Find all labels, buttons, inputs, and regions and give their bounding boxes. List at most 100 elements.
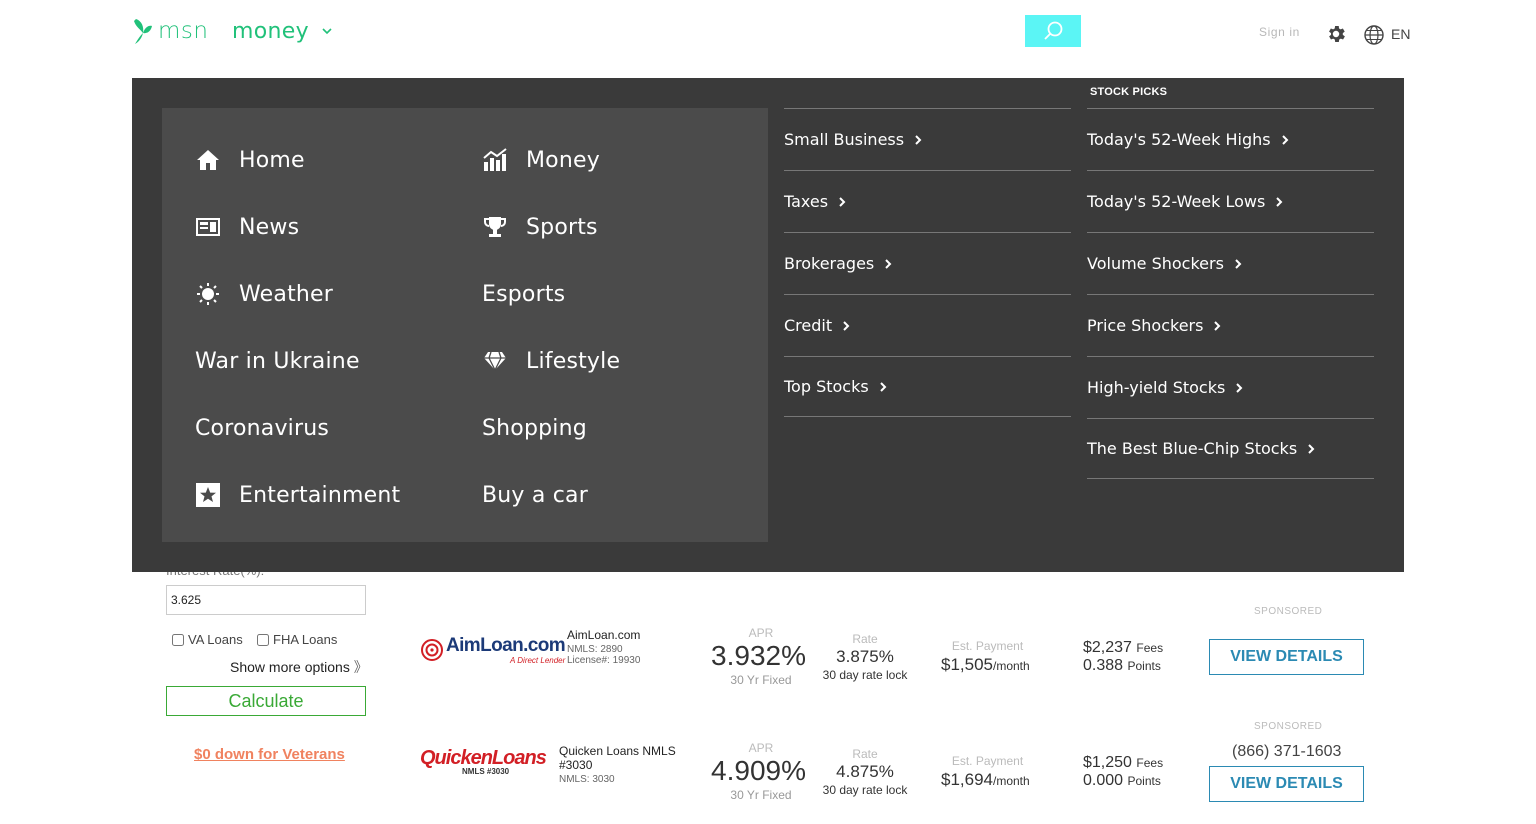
fees-value: $2,237 Fees	[1083, 639, 1163, 657]
fha-loans-option[interactable]: FHA Loans	[257, 632, 337, 647]
diamond-icon	[482, 348, 508, 374]
payment-value: $1,505/month	[941, 655, 1030, 675]
gear-icon[interactable]	[1325, 23, 1347, 45]
va-loans-option[interactable]: VA Loans	[172, 632, 243, 647]
butterfly-icon	[134, 19, 152, 44]
points-amount: 0.000	[1083, 772, 1124, 789]
link-taxes[interactable]: Taxes	[784, 170, 1071, 232]
fees-amount: $2,237	[1083, 639, 1132, 656]
link-52-week-lows[interactable]: Today's 52-Week Lows	[1087, 170, 1374, 232]
target-icon	[421, 639, 443, 661]
link-credit[interactable]: Credit	[784, 294, 1071, 356]
nav-item-lifestyle[interactable]: Lifestyle	[482, 341, 620, 381]
nav-label: Sports	[526, 214, 598, 240]
star-icon	[195, 482, 221, 508]
nav-item-weather[interactable]: Weather	[195, 274, 333, 314]
points-value: 0.000 Points	[1083, 772, 1161, 790]
link-blue-chip-stocks[interactable]: The Best Blue-Chip Stocks	[1087, 418, 1374, 479]
mega-menu: Home News Weather War in Ukraine Coronav…	[132, 78, 1404, 572]
show-more-options-link[interactable]: Show more options 》	[230, 657, 368, 677]
link-label: The Best Blue-Chip Stocks	[1087, 439, 1298, 458]
section-dropdown[interactable]: money	[232, 16, 333, 46]
interest-rate-input[interactable]	[166, 585, 366, 615]
fees-amount: $1,250	[1083, 754, 1132, 771]
link-label: Today's 52-Week Highs	[1087, 130, 1271, 149]
link-volume-shockers[interactable]: Volume Shockers	[1087, 232, 1374, 294]
chart-icon	[482, 147, 508, 173]
chevron-right-icon	[885, 258, 892, 269]
globe-icon[interactable]	[1363, 24, 1385, 46]
nav-label: Esports	[482, 281, 566, 307]
rate-lock: 30 day rate lock	[822, 783, 908, 797]
veterans-link[interactable]: $0 down for Veterans	[194, 746, 345, 763]
apr-value: 4.909%	[711, 755, 806, 786]
nav-label: Entertainment	[239, 482, 401, 508]
stock-picks-heading: STOCK PICKS	[1090, 86, 1168, 98]
link-label: High-yield Stocks	[1087, 378, 1226, 397]
mortgage-offer: QuickenLoans NMLS #3030 Quicken Loans NM…	[410, 715, 1390, 815]
nav-label: Home	[239, 147, 305, 173]
home-icon	[195, 147, 221, 173]
nav-item-coronavirus[interactable]: Coronavirus	[195, 408, 329, 448]
link-label: Brokerages	[784, 254, 875, 273]
show-more-options-label: Show more options	[230, 659, 350, 675]
nav-label: Weather	[239, 281, 334, 307]
logo-text: msn	[158, 18, 209, 44]
double-chevron-right-icon: 》	[353, 659, 368, 675]
link-label: Small Business	[784, 130, 905, 149]
nav-item-news[interactable]: News	[195, 207, 299, 247]
chevron-right-icon	[1235, 258, 1242, 269]
lender-nmls: NMLS: 2890	[567, 644, 623, 655]
nav-item-shopping[interactable]: Shopping	[482, 408, 587, 448]
nav-item-money[interactable]: Money	[482, 140, 600, 180]
lender-nmls: NMLS: 3030	[559, 774, 615, 785]
main-nav-panel: Home News Weather War in Ukraine Coronav…	[162, 108, 768, 542]
view-details-button[interactable]: VIEW DETAILS	[1209, 639, 1364, 675]
chevron-down-icon	[322, 28, 332, 35]
link-brokerages[interactable]: Brokerages	[784, 232, 1071, 294]
search-button[interactable]	[1025, 15, 1081, 47]
apr-label: APR	[748, 626, 774, 640]
link-high-yield-stocks[interactable]: High-yield Stocks	[1087, 356, 1374, 418]
payment-label: Est. Payment	[951, 639, 1024, 653]
quickenloans-logo: QuickenLoans NMLS #3030	[420, 747, 560, 787]
nav-item-war-in-ukraine[interactable]: War in Ukraine	[195, 341, 360, 381]
link-small-business[interactable]: Small Business	[784, 108, 1071, 170]
aimloan-logo: AimLoan.com A Direct Lender	[420, 634, 566, 674]
calculate-button[interactable]: Calculate	[166, 686, 366, 716]
chevron-right-icon	[1214, 320, 1221, 331]
link-52-week-highs[interactable]: Today's 52-Week Highs	[1087, 108, 1374, 170]
apr-value: 3.932%	[711, 640, 806, 671]
view-details-button[interactable]: VIEW DETAILS	[1209, 766, 1364, 802]
phone-number[interactable]: (866) 371-1603	[1232, 743, 1342, 760]
stock-picks: STOCK PICKS Today's 52-Week Highs Today'…	[1087, 86, 1374, 479]
payment-amount: $1,694	[941, 770, 993, 789]
payment-label: Est. Payment	[951, 754, 1024, 768]
mortgage-offer: AimLoan.com A Direct Lender AimLoan.com …	[410, 600, 1390, 700]
va-loans-label: VA Loans	[188, 632, 243, 647]
nav-item-sports[interactable]: Sports	[482, 207, 598, 247]
msn-logo[interactable]: msn	[132, 16, 208, 46]
link-price-shockers[interactable]: Price Shockers	[1087, 294, 1374, 356]
language-selector[interactable]: EN	[1391, 26, 1411, 42]
link-top-stocks[interactable]: Top Stocks	[784, 356, 1071, 417]
link-label: Price Shockers	[1087, 316, 1204, 335]
news-icon	[195, 214, 221, 240]
link-label: Volume Shockers	[1087, 254, 1224, 273]
points-label: Points	[1127, 659, 1161, 673]
nav-item-home[interactable]: Home	[195, 140, 305, 180]
nav-label: Coronavirus	[195, 415, 330, 441]
payment-value: $1,694/month	[941, 770, 1030, 790]
link-label: Top Stocks	[784, 377, 869, 396]
fha-loans-checkbox[interactable]	[257, 633, 269, 646]
va-loans-checkbox[interactable]	[172, 633, 184, 646]
rate-value: 4.875%	[836, 762, 894, 781]
rate-lock: 30 day rate lock	[822, 668, 908, 682]
payment-amount: $1,505	[941, 655, 993, 674]
nav-item-entertainment[interactable]: Entertainment	[195, 475, 400, 515]
sign-in-link[interactable]: Sign in	[1259, 25, 1300, 39]
chevron-right-icon	[1308, 443, 1315, 454]
nav-item-esports[interactable]: Esports	[482, 274, 565, 314]
link-label: Today's 52-Week Lows	[1087, 192, 1266, 211]
nav-item-buy-a-car[interactable]: Buy a car	[482, 475, 588, 515]
